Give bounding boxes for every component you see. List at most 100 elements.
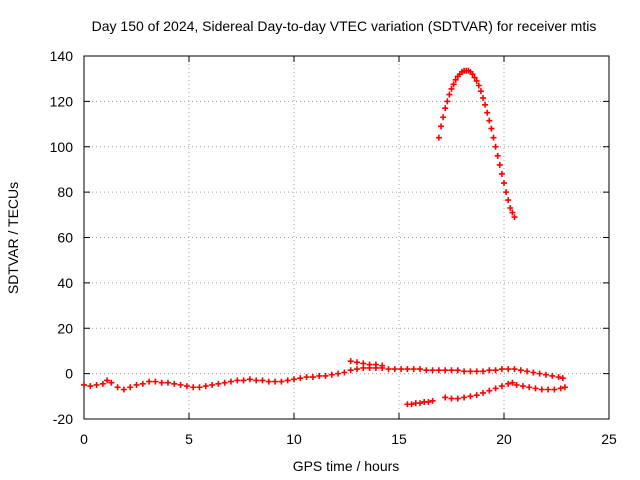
data-point-main <box>461 368 468 375</box>
data-point-main <box>291 376 297 383</box>
data-point-main <box>253 377 260 384</box>
data-point-main <box>448 367 455 374</box>
y-tick-label: 40 <box>57 275 73 291</box>
data-point-lower-arc-1 <box>408 401 415 408</box>
data-point-upper-arc <box>484 109 491 116</box>
data-point-upper-arc <box>505 197 512 204</box>
data-point-main <box>524 368 531 375</box>
data-point-main <box>429 367 436 374</box>
data-point-main <box>81 381 87 388</box>
data-point-main <box>410 366 417 373</box>
y-axis-ticks: -20 0 20 40 60 80 100 120 140 <box>50 48 609 427</box>
data-point-main <box>196 384 203 391</box>
data-point-main <box>492 367 499 374</box>
data-point-main <box>202 383 209 390</box>
data-point-upper-arc <box>498 170 505 177</box>
data-point-main <box>133 381 140 388</box>
data-point-lower-arc-3 <box>526 384 533 391</box>
data-point-upper-arc <box>511 214 518 221</box>
data-point-main <box>215 380 222 387</box>
plot-frame <box>83 55 610 420</box>
data-point-main <box>559 375 566 382</box>
data-point-upper-arc <box>501 180 507 187</box>
data-point-main <box>171 380 178 387</box>
data-point-main <box>417 366 423 373</box>
data-point-lower-arc-1 <box>425 398 432 405</box>
data-point-lower-arc-3 <box>551 386 558 393</box>
x-tick-label: 0 <box>80 431 88 447</box>
data-point-mid-segment <box>372 361 379 368</box>
data-point-lower-arc-1 <box>429 397 436 404</box>
data-point-upper-arc <box>448 85 455 92</box>
data-point-lower-arc-2 <box>492 385 499 392</box>
data-point-main <box>543 371 549 378</box>
data-point-main <box>480 368 486 375</box>
data-point-main <box>505 366 512 373</box>
data-point-main <box>114 384 121 391</box>
data-point-upper-arc <box>509 209 516 216</box>
data-point-upper-arc <box>444 98 451 105</box>
data-point-upper-arc <box>438 123 444 130</box>
x-tick-label: 10 <box>286 431 302 447</box>
data-point-main <box>385 366 392 373</box>
x-tick-label: 20 <box>496 431 512 447</box>
data-point-upper-arc <box>480 94 486 101</box>
data-point-main <box>398 366 405 373</box>
y-tick-label: 20 <box>57 320 73 336</box>
data-point-lower-arc-3 <box>557 385 564 392</box>
data-point-upper-arc <box>475 82 482 89</box>
data-point-lower-arc-2 <box>473 392 480 399</box>
data-point-main <box>297 375 304 382</box>
data-point-mid-segment <box>366 361 373 368</box>
data-point-main <box>467 368 474 375</box>
data-point-lower-arc-2 <box>454 395 461 402</box>
x-tick-label: 5 <box>185 431 193 447</box>
data-point-lower-arc-2 <box>448 395 455 402</box>
data-point-main <box>139 380 146 387</box>
data-point-main <box>99 380 106 387</box>
data-point-lower-arc-3 <box>513 381 520 388</box>
y-tick-label: 120 <box>50 93 74 109</box>
data-point-main <box>354 366 360 373</box>
data-point-main <box>265 378 272 385</box>
data-point-upper-arc <box>477 88 484 95</box>
data-point-mid-segment <box>379 362 386 369</box>
data-point-lower-arc-2 <box>461 394 468 401</box>
data-point-lower-arc-3 <box>561 384 568 391</box>
data-point-main <box>104 377 111 384</box>
data-point-main <box>93 381 100 388</box>
data-point-lower-arc-2 <box>442 394 449 401</box>
data-point-main <box>183 383 190 390</box>
data-point-main <box>209 381 216 388</box>
data-point-upper-arc <box>482 101 489 108</box>
y-tick-label: 100 <box>50 139 74 155</box>
data-point-mid-segment <box>360 360 367 367</box>
data-point-main <box>278 378 285 385</box>
data-point-main <box>486 367 493 374</box>
data-point-lower-arc-3 <box>538 386 545 393</box>
data-point-main <box>530 369 537 376</box>
data-point-lower-arc-2 <box>498 383 505 390</box>
x-axis-ticks: 0 5 10 15 20 25 <box>80 56 617 447</box>
chart-title: Day 150 of 2024, Sidereal Day-to-day VTE… <box>92 18 597 34</box>
x-tick-label: 15 <box>391 431 407 447</box>
data-point-lower-arc-1 <box>417 400 423 407</box>
data-point-main <box>442 367 449 374</box>
y-tick-label: 80 <box>57 184 73 200</box>
y-tick-label: -20 <box>53 411 73 427</box>
data-points <box>81 67 568 408</box>
data-point-main <box>309 374 316 381</box>
data-point-main <box>347 367 354 374</box>
data-point-main <box>246 376 253 383</box>
data-point-mid-segment <box>354 359 360 366</box>
data-point-upper-arc <box>471 74 478 81</box>
data-point-main <box>284 377 291 384</box>
data-point-main <box>165 379 171 386</box>
data-point-upper-arc <box>490 134 497 141</box>
data-point-main <box>127 384 134 391</box>
data-point-upper-arc <box>494 152 501 159</box>
data-point-upper-arc <box>469 71 476 78</box>
data-point-upper-arc <box>488 125 495 132</box>
data-point-main <box>316 372 323 379</box>
